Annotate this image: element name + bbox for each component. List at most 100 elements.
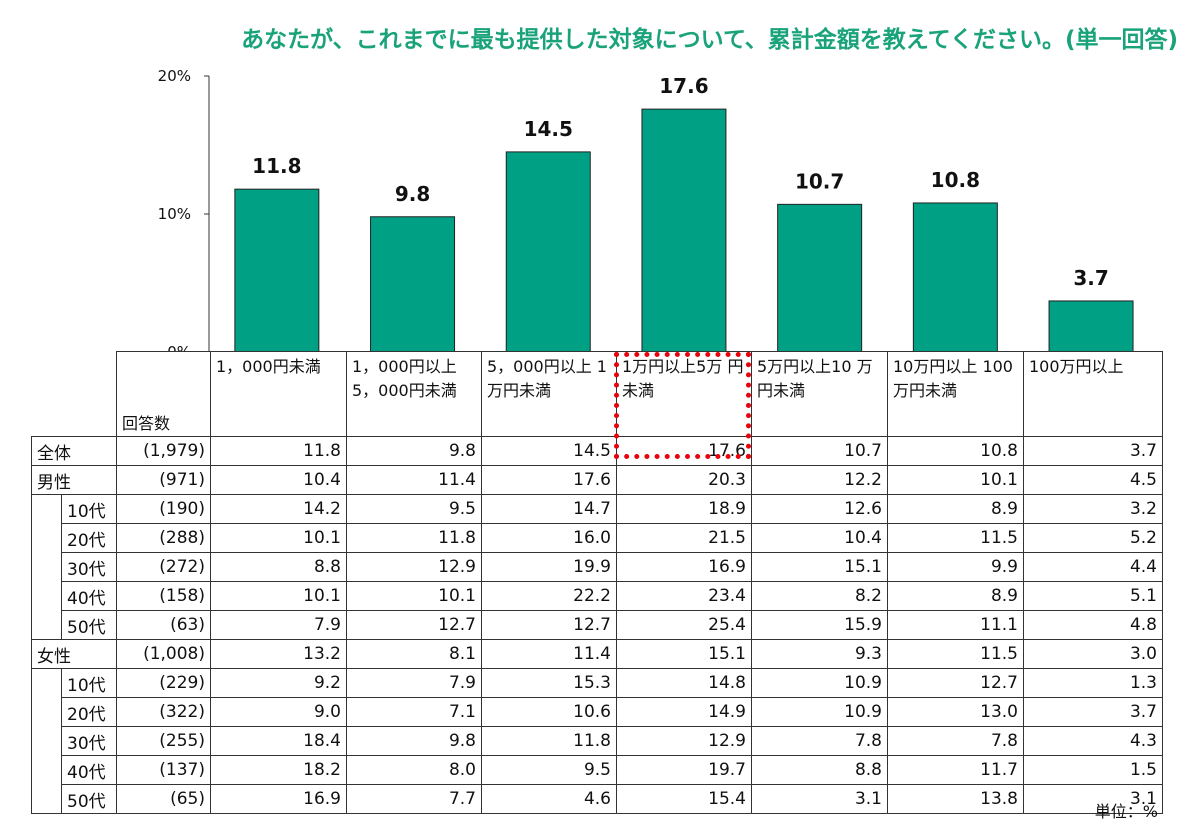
- table-cell: 10.9: [751, 668, 888, 698]
- table-cell: 9.9: [887, 552, 1024, 582]
- row-age-label: 30代: [61, 552, 117, 582]
- table-cell: 15.1: [751, 552, 888, 582]
- table-cell: 5.1: [1023, 581, 1163, 611]
- row-indent: [31, 697, 62, 727]
- table-cell: 16.9: [210, 784, 347, 814]
- table-cell: 10.6: [481, 697, 617, 727]
- y-tick-label: 0%: [167, 343, 191, 352]
- table-row: 10代 (229) 9.2 7.9 15.3 14.8 10.9 12.7 1.3: [31, 668, 1163, 698]
- table-cell: 10.1: [210, 523, 347, 553]
- table-cell: 8.9: [887, 581, 1024, 611]
- y-tick-label: 20%: [158, 67, 191, 85]
- table-cell: 12.7: [887, 668, 1024, 698]
- data-label-2: 9.8: [395, 182, 430, 206]
- table-row: 20代 (288) 10.1 11.8 16.0 21.5 10.4 11.5 5.2: [31, 523, 1163, 553]
- row-sample-size: (272): [116, 552, 211, 582]
- table-cell: 17.6: [481, 465, 617, 495]
- column-header: 5万円以上10 万円未満: [751, 351, 888, 437]
- table-cell: 9.8: [346, 436, 482, 466]
- data-table: 回答数 1，000円未満 1，000円以上 5，000円未満 5，000円以上 1万円…: [31, 351, 1163, 814]
- column-header: 1，000円未満: [210, 351, 347, 437]
- data-label-3: 14.5: [524, 117, 573, 141]
- table-cell: 13.8: [887, 784, 1024, 814]
- column-header: 5，000円以上 1万円未満: [481, 351, 617, 437]
- table-cell: 7.7: [346, 784, 482, 814]
- bar-chart: 0% 10% 20% 11.8 9.8 14.5 17.6 10.7 10.8 3.7: [158, 67, 1134, 352]
- table-cell: 10.4: [210, 465, 347, 495]
- row-indent: [31, 494, 62, 524]
- row-indent: [31, 668, 62, 698]
- table-cell: 14.7: [481, 494, 617, 524]
- table-cell: 5.2: [1023, 523, 1163, 553]
- data-label-4: 17.6: [659, 74, 708, 98]
- table-row: 男性 (971) 10.4 11.4 17.6 20.3 12.2 10.1 4.5: [31, 465, 1163, 495]
- table-cell: 23.4: [616, 581, 752, 611]
- row-sample-size: (190): [116, 494, 211, 524]
- table-cell: 8.9: [887, 494, 1024, 524]
- row-group-label: 女性: [31, 639, 117, 669]
- row-sample-size: (322): [116, 697, 211, 727]
- row-indent: [31, 784, 62, 814]
- table-cell: 9.8: [346, 726, 482, 756]
- table-cell: 11.5: [887, 639, 1024, 669]
- row-indent: [31, 581, 62, 611]
- table-cell: 12.9: [346, 552, 482, 582]
- row-sample-size: (137): [116, 755, 211, 785]
- row-age-label: 40代: [61, 581, 117, 611]
- table-cell: 12.2: [751, 465, 888, 495]
- row-indent: [31, 610, 62, 640]
- row-sample-size: (255): [116, 726, 211, 756]
- table-row: 女性 (1,008) 13.2 8.1 11.4 15.1 9.3 11.5 3.0: [31, 639, 1163, 669]
- table-cell: 4.6: [481, 784, 617, 814]
- table-cell: 11.8: [481, 726, 617, 756]
- table-cell: 11.5: [887, 523, 1024, 553]
- table-cell: 18.4: [210, 726, 347, 756]
- table-cell: 10.1: [346, 581, 482, 611]
- table-cell: 9.0: [210, 697, 347, 727]
- row-age-label: 30代: [61, 726, 117, 756]
- y-tick-label: 10%: [158, 205, 191, 223]
- table-cell: 9.5: [346, 494, 482, 524]
- column-header: 1，000円以上 5，000円未満: [346, 351, 482, 437]
- table-cell: 3.7: [1023, 697, 1163, 727]
- table-cell: 18.9: [616, 494, 752, 524]
- table-cell: 13.0: [887, 697, 1024, 727]
- table-row: 40代 (158) 10.1 10.1 22.2 23.4 8.2 8.9 5.1: [31, 581, 1163, 611]
- table-cell: 8.0: [346, 755, 482, 785]
- table-cell: 8.8: [210, 552, 347, 582]
- table-cell: 3.1: [1023, 784, 1163, 814]
- bar-4: [641, 108, 727, 352]
- table-cell: 7.1: [346, 697, 482, 727]
- table-cell: 10.9: [751, 697, 888, 727]
- table-cell: 9.5: [481, 755, 617, 785]
- table-cell: 9.3: [751, 639, 888, 669]
- table-cell: 3.7: [1023, 436, 1163, 466]
- column-header: 10万円以上 100万円未満: [887, 351, 1024, 437]
- bar-2: [370, 216, 456, 352]
- table-cell: 14.2: [210, 494, 347, 524]
- row-group-label: 男性: [31, 465, 117, 495]
- table-cell: 16.9: [616, 552, 752, 582]
- row-sample-size: (1,979): [116, 436, 211, 466]
- row-sample-size: (229): [116, 668, 211, 698]
- table-cell: 12.7: [346, 610, 482, 640]
- bar-6: [912, 202, 998, 352]
- table-cell: 20.3: [616, 465, 752, 495]
- unit-label: 単位：%: [1094, 802, 1158, 821]
- table-cell: 10.7: [751, 436, 888, 466]
- table-cell: 7.8: [751, 726, 888, 756]
- row-indent: [31, 552, 62, 582]
- row-age-label: 50代: [61, 784, 117, 814]
- row-sample-size: (158): [116, 581, 211, 611]
- bar-3: [505, 151, 591, 352]
- table-cell: 15.3: [481, 668, 617, 698]
- table-row: 30代 (255) 18.4 9.8 11.8 12.9 7.8 7.8 4.3: [31, 726, 1163, 756]
- table-cell: 25.4: [616, 610, 752, 640]
- data-label-1: 11.8: [252, 154, 301, 178]
- row-age-label: 50代: [61, 610, 117, 640]
- table-row: 40代 (137) 18.2 8.0 9.5 19.7 8.8 11.7 1.5: [31, 755, 1163, 785]
- table-row: 全体 (1,979) 11.8 9.8 14.5 17.6 10.7 10.8 3.7: [31, 436, 1163, 466]
- table-cell: 9.2: [210, 668, 347, 698]
- table-cell: 12.9: [616, 726, 752, 756]
- table-row: 30代 (272) 8.8 12.9 19.9 16.9 15.1 9.9 4.4: [31, 552, 1163, 582]
